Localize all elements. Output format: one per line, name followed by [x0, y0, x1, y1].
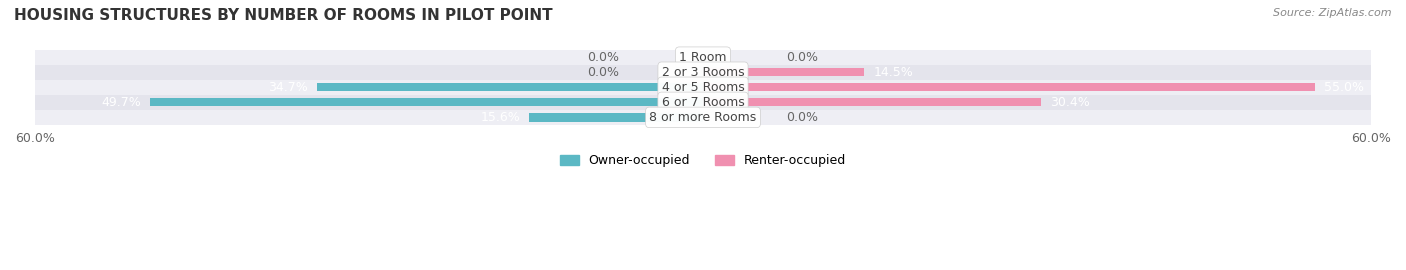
Text: 1 Room: 1 Room — [679, 51, 727, 64]
Text: 0.0%: 0.0% — [588, 51, 620, 64]
Text: 55.0%: 55.0% — [1324, 81, 1364, 94]
Text: 49.7%: 49.7% — [101, 96, 141, 109]
Text: Source: ZipAtlas.com: Source: ZipAtlas.com — [1274, 8, 1392, 18]
Text: 0.0%: 0.0% — [588, 66, 620, 79]
Bar — [529, 113, 703, 122]
Text: 34.7%: 34.7% — [269, 81, 308, 94]
Bar — [35, 50, 1371, 65]
Text: 14.5%: 14.5% — [873, 66, 912, 79]
Bar — [316, 83, 703, 92]
Text: 0.0%: 0.0% — [786, 51, 818, 64]
Bar — [35, 95, 1371, 110]
Bar — [35, 80, 1371, 95]
Text: 15.6%: 15.6% — [481, 111, 520, 124]
Text: 30.4%: 30.4% — [1050, 96, 1090, 109]
Text: 4 or 5 Rooms: 4 or 5 Rooms — [662, 81, 744, 94]
Bar — [35, 65, 1371, 80]
Text: HOUSING STRUCTURES BY NUMBER OF ROOMS IN PILOT POINT: HOUSING STRUCTURES BY NUMBER OF ROOMS IN… — [14, 8, 553, 23]
Bar — [703, 83, 1316, 92]
Bar — [703, 68, 865, 76]
Bar — [149, 98, 703, 106]
Text: 6 or 7 Rooms: 6 or 7 Rooms — [662, 96, 744, 109]
Text: 0.0%: 0.0% — [786, 111, 818, 124]
Bar — [35, 110, 1371, 125]
Legend: Owner-occupied, Renter-occupied: Owner-occupied, Renter-occupied — [560, 154, 846, 167]
Text: 8 or more Rooms: 8 or more Rooms — [650, 111, 756, 124]
Bar — [703, 98, 1042, 106]
Text: 2 or 3 Rooms: 2 or 3 Rooms — [662, 66, 744, 79]
